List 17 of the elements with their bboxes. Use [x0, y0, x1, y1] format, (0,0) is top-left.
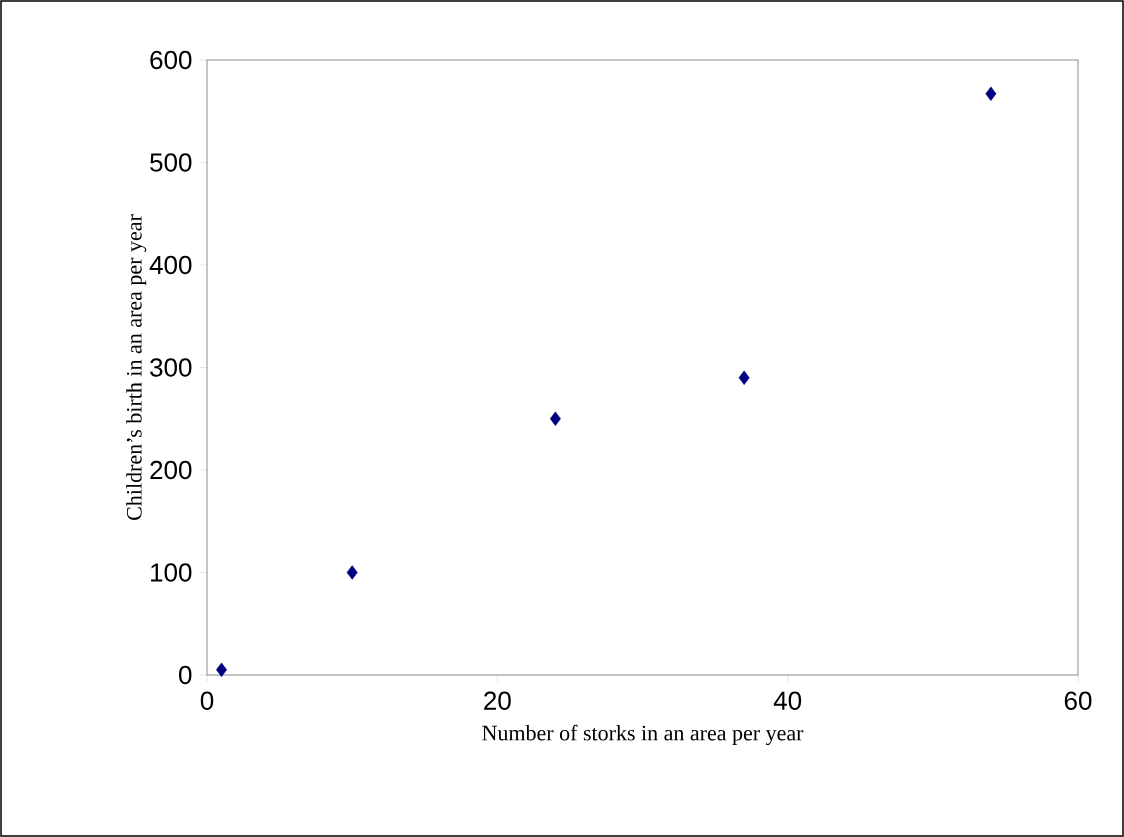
- point: [985, 86, 997, 102]
- x-axis-title: Number of storks in an area per year: [482, 724, 804, 746]
- point: [738, 370, 750, 385]
- y-tick-label: 0: [179, 665, 192, 685]
- x-tick-label: 20: [484, 691, 511, 710]
- y-tick-label: 300: [150, 358, 192, 377]
- y-axis-title: Children’s birth in an area per year: [126, 214, 147, 520]
- point: [549, 411, 561, 426]
- y-tick-label: 400: [149, 255, 192, 275]
- y-tick-label: 200: [150, 460, 192, 480]
- x-tick-label: 60: [1064, 691, 1092, 710]
- x-tick-label: 0: [200, 691, 214, 710]
- x-tick-label: 40: [773, 691, 802, 710]
- y-tick-label: 100: [151, 563, 192, 582]
- point: [346, 565, 358, 580]
- y-tick-label: 600: [150, 50, 192, 70]
- y-tick-label: 500: [150, 153, 192, 172]
